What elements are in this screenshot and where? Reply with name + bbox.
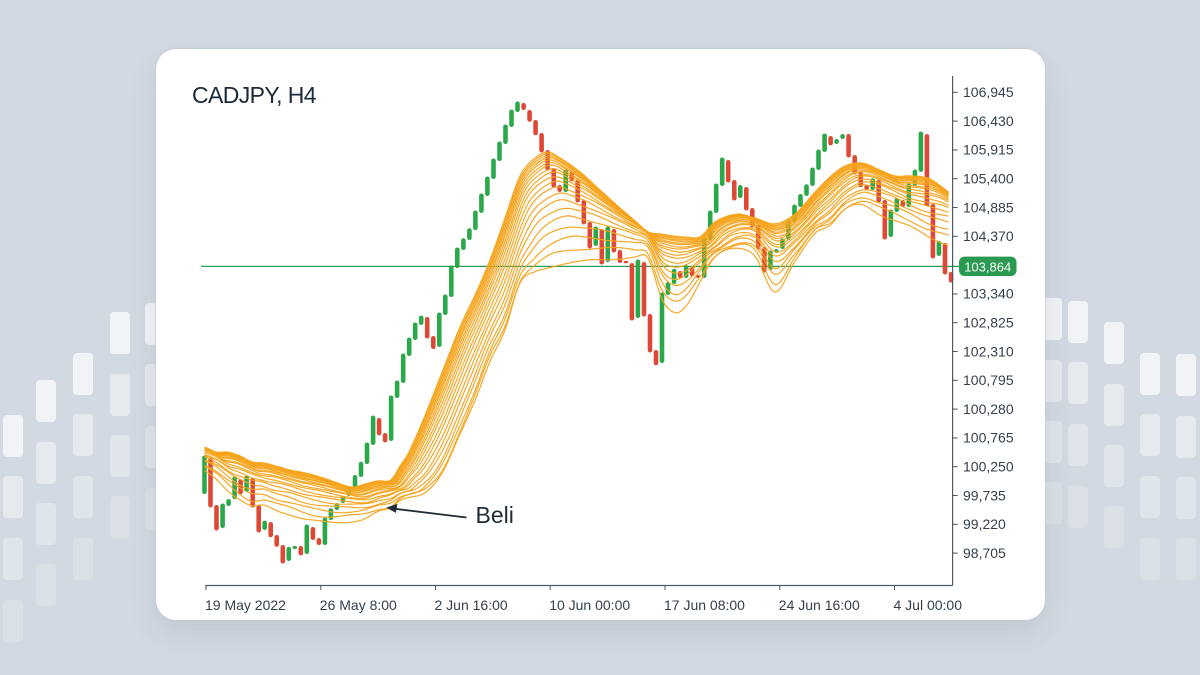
svg-text:100,795: 100,795: [963, 372, 1014, 388]
svg-text:26 May 8:00: 26 May 8:00: [320, 597, 397, 613]
svg-text:100,280: 100,280: [963, 401, 1014, 417]
svg-text:106,945: 106,945: [963, 84, 1014, 100]
svg-text:104,370: 104,370: [963, 228, 1014, 244]
svg-text:2 Jun 16:00: 2 Jun 16:00: [435, 597, 508, 613]
svg-text:17 Jun 08:00: 17 Jun 08:00: [664, 597, 745, 613]
svg-text:19 May 2022: 19 May 2022: [205, 597, 286, 613]
svg-text:99,220: 99,220: [963, 516, 1006, 532]
svg-text:10 Jun 00:00: 10 Jun 00:00: [549, 597, 630, 613]
svg-text:102,825: 102,825: [963, 315, 1014, 331]
svg-text:103,864: 103,864: [964, 259, 1011, 274]
svg-text:100,765: 100,765: [963, 430, 1014, 446]
svg-text:Beli: Beli: [476, 502, 514, 528]
svg-text:24 Jun 16:00: 24 Jun 16:00: [779, 597, 860, 613]
svg-text:105,400: 105,400: [963, 171, 1014, 187]
svg-text:104,885: 104,885: [963, 199, 1014, 215]
svg-text:105,915: 105,915: [963, 142, 1014, 158]
svg-text:4 Jul 00:00: 4 Jul 00:00: [894, 597, 963, 613]
svg-text:99,735: 99,735: [963, 487, 1006, 503]
svg-text:100,250: 100,250: [963, 459, 1014, 475]
svg-text:103,340: 103,340: [963, 286, 1014, 302]
svg-text:102,310: 102,310: [963, 343, 1014, 359]
svg-text:106,430: 106,430: [963, 113, 1014, 129]
svg-text:98,705: 98,705: [963, 545, 1006, 561]
